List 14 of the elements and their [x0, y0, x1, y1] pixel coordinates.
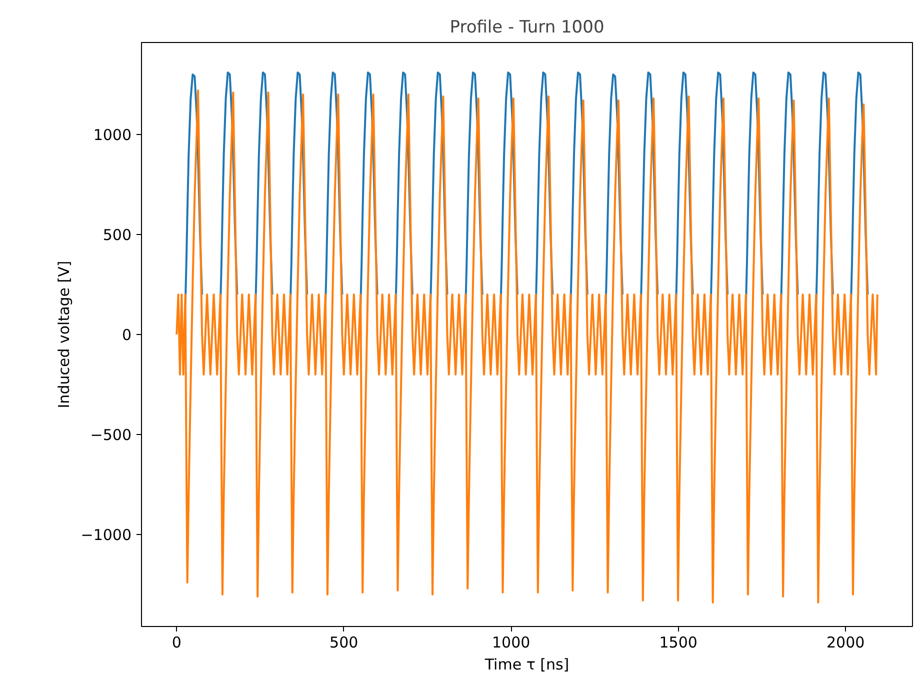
y-tick-label: 0 — [122, 326, 132, 344]
y-tick-label: 1000 — [93, 126, 132, 144]
x-tick-label: 0 — [172, 634, 182, 652]
x-axis-title: Time τ [ns] — [484, 656, 570, 674]
y-tick-label: −500 — [90, 426, 132, 444]
y-axis-title: Induced voltage [V] — [54, 260, 73, 408]
line-series — [176, 90, 878, 604]
y-tick-label: −1000 — [80, 526, 132, 544]
x-tick-label: 1000 — [492, 634, 530, 652]
x-tick-label: 2000 — [826, 634, 865, 652]
chart-title: Profile - Turn 1000 — [450, 18, 604, 38]
y-tick-label: 500 — [102, 226, 132, 244]
x-tick-label: 500 — [330, 634, 358, 652]
x-tick-label: 1500 — [659, 634, 698, 652]
